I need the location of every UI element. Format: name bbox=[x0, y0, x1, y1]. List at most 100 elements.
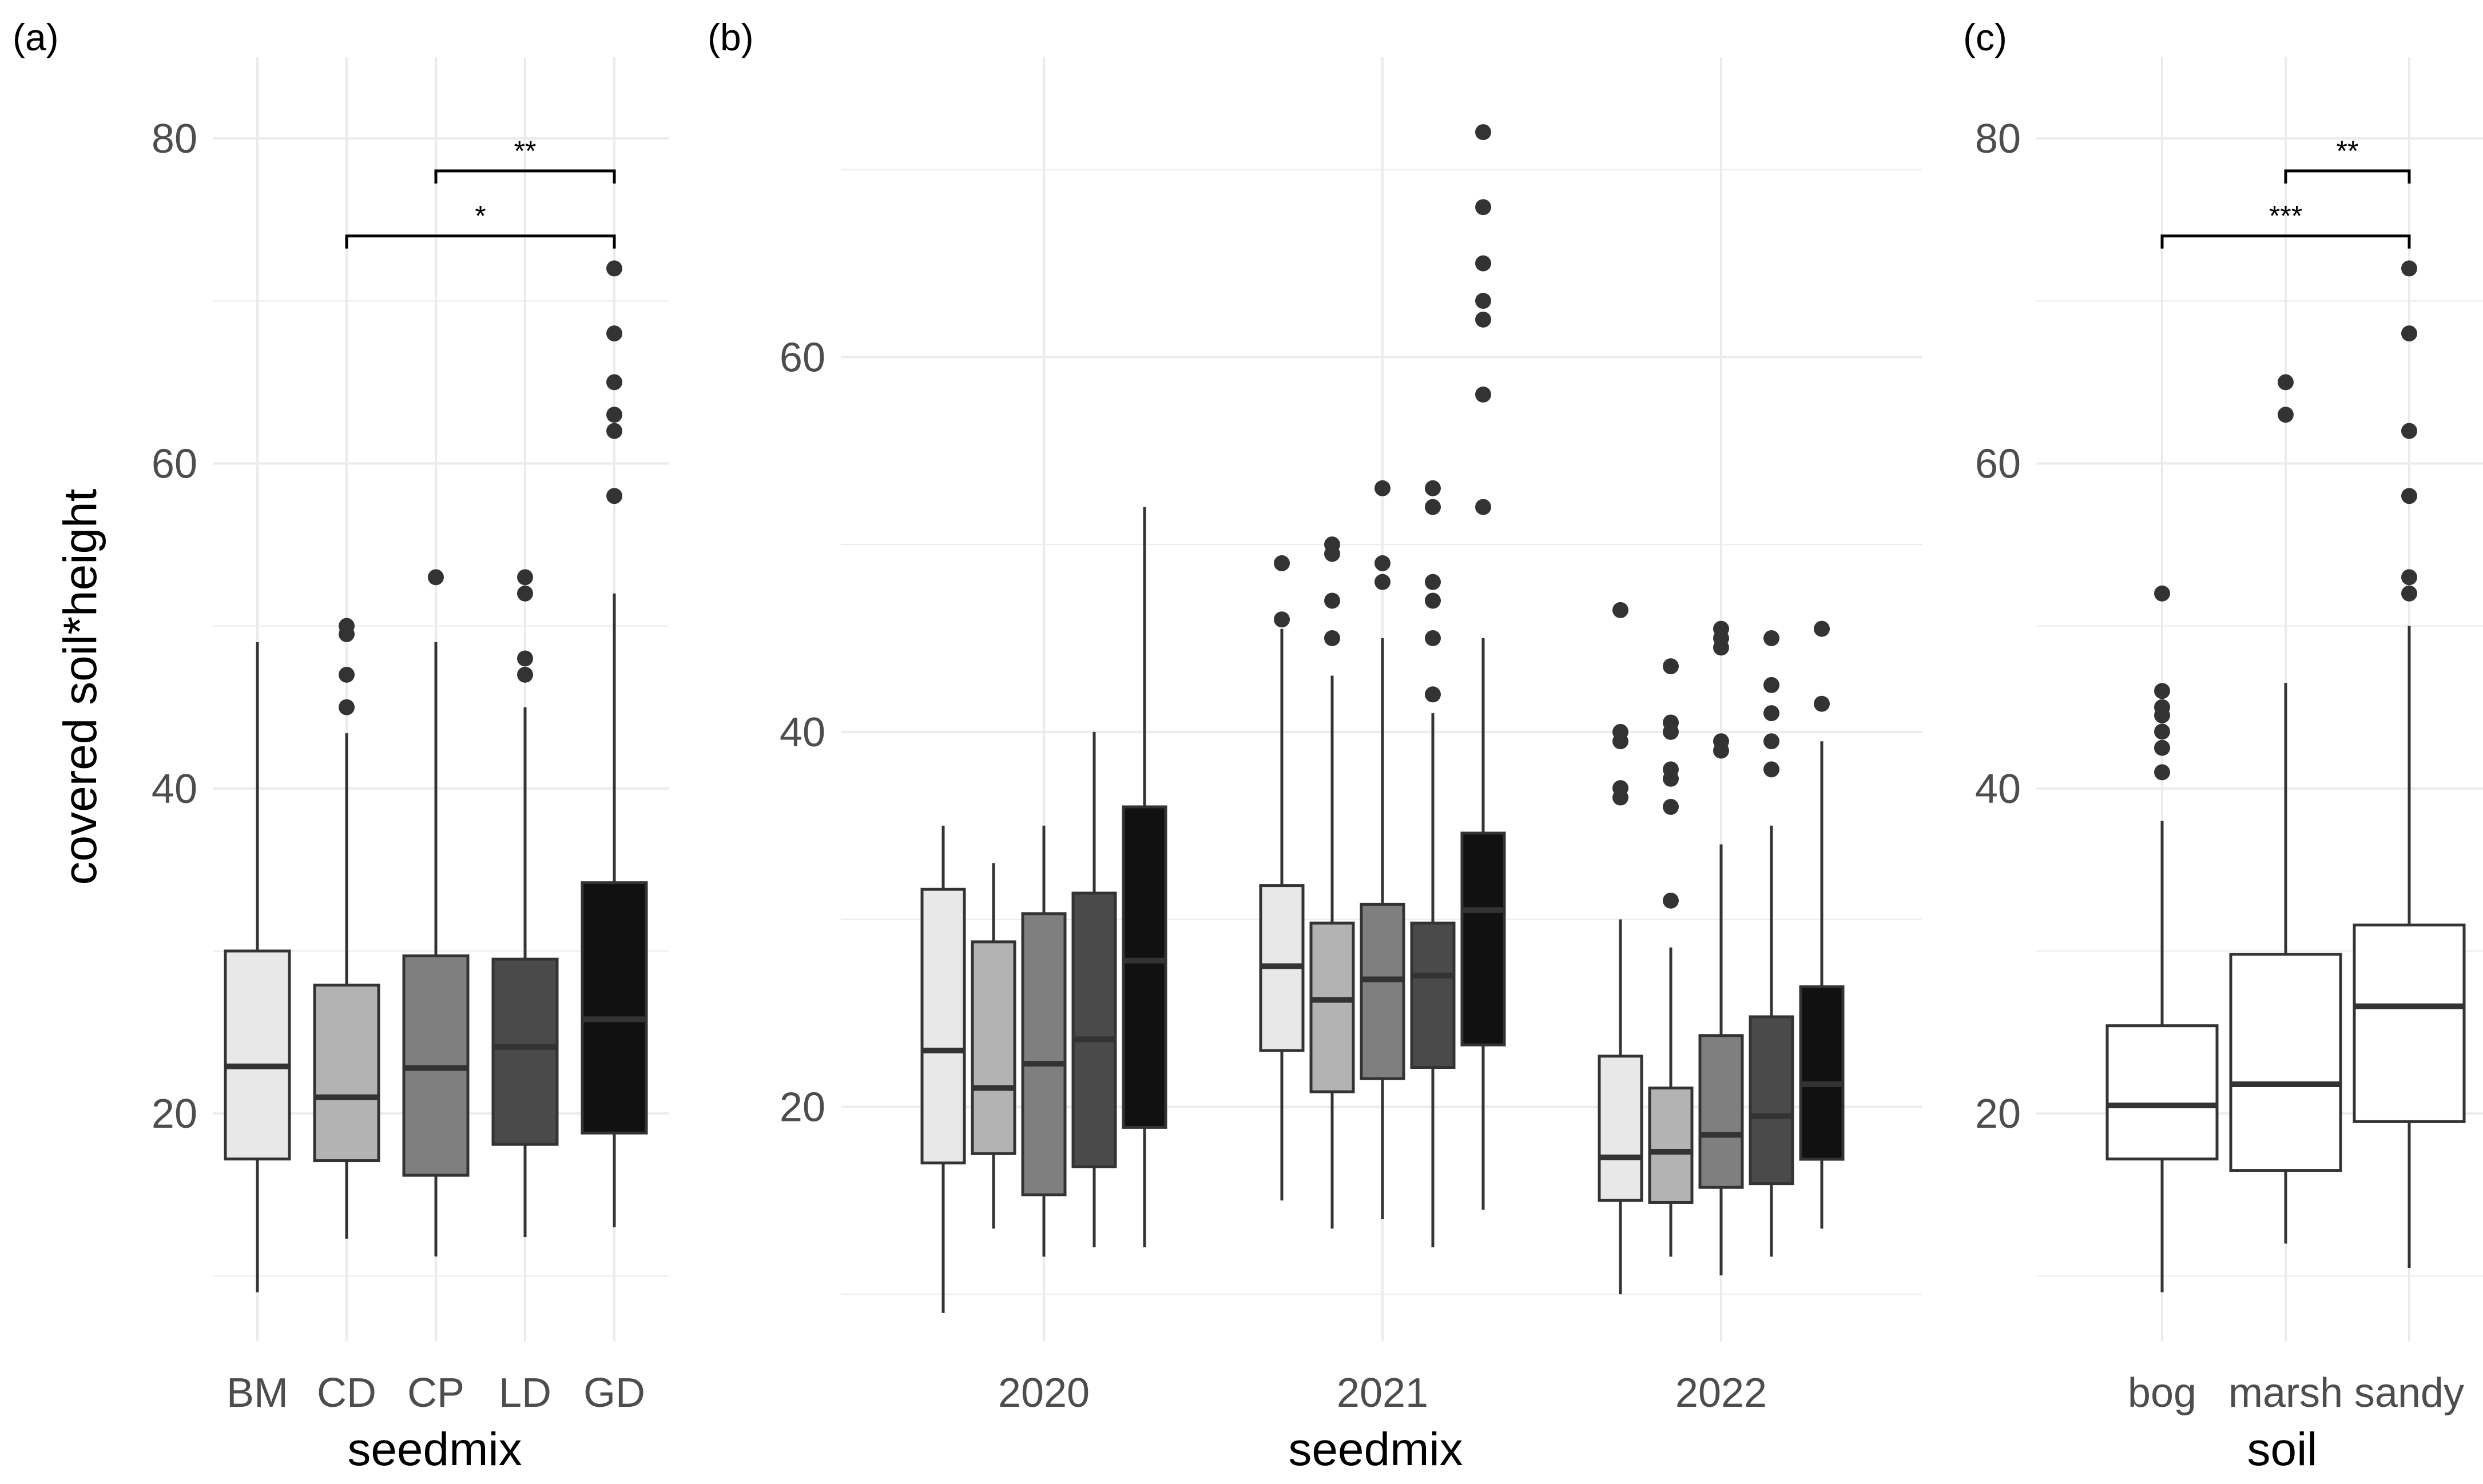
panel-c-significance-label: ** bbox=[2337, 135, 2359, 167]
panel-c-bog-outlier-point bbox=[2154, 723, 2170, 740]
panel-a-cd-box bbox=[313, 618, 380, 1239]
panel-a-gd-outlier-point bbox=[606, 423, 622, 439]
panel-a-cd-outlier-point bbox=[339, 699, 355, 715]
panel-b-2021-bm-outlier-point bbox=[1274, 611, 1290, 628]
panel-a-gd-outlier-point bbox=[606, 488, 622, 504]
panel-c-boxes bbox=[2105, 260, 2466, 1292]
panel-b-2022-gd-box bbox=[1799, 620, 1845, 1229]
panel-c-bog-outlier-point bbox=[2154, 764, 2170, 781]
panel-c-sandy-box-body bbox=[2353, 924, 2466, 1123]
panel-b-2021-cd-outlier-point bbox=[1324, 630, 1340, 646]
panel-c-y-tick-label: 20 bbox=[1975, 1091, 2021, 1137]
panel-b-2022-gd-outlier-point bbox=[1814, 695, 1830, 712]
panel-b-2021-cp-outlier-point bbox=[1374, 480, 1391, 496]
panel-c-significance-bracket bbox=[2160, 234, 2411, 249]
panel-b-2022-bm-outlier-point bbox=[1612, 723, 1628, 740]
panel-c-sandy-outlier-point bbox=[2401, 585, 2417, 602]
panel-a-x-tick-label: CD bbox=[317, 1370, 376, 1416]
panel-b-2021-cp-box bbox=[1360, 480, 1405, 1219]
panel-a-cp-outlier-point bbox=[428, 569, 444, 586]
panel-c-bog-outlier-point bbox=[2154, 585, 2170, 602]
panel-c-marsh-outlier-point bbox=[2278, 407, 2294, 423]
panel-b-x-tick-label: 2021 bbox=[1337, 1370, 1428, 1416]
panel-c-x-tick-label: bog bbox=[2128, 1370, 2196, 1416]
panel-b-2021-ld-box bbox=[1410, 480, 1456, 1248]
panel-b-2022-ld-outlier-point bbox=[1763, 677, 1779, 693]
panel-b-2022-bm-box bbox=[1598, 602, 1643, 1295]
panel-a-ld-box bbox=[491, 569, 559, 1238]
panel-b-y-tick-label: 40 bbox=[780, 710, 825, 755]
panel-b-2022-cd-outlier-point bbox=[1663, 761, 1679, 778]
panel-a-cd-box-body bbox=[313, 984, 380, 1163]
panel-b-2022-cd-outlier-point bbox=[1663, 714, 1679, 731]
panel-a-gd-outlier-point bbox=[606, 325, 622, 342]
panel-a-gd-outlier-point bbox=[606, 407, 622, 423]
panel-b-2020-ld-box bbox=[1071, 731, 1117, 1248]
panel-b-2020-cd-box-body bbox=[971, 940, 1016, 1155]
panel-c-y-tick-label: 40 bbox=[1975, 766, 2021, 812]
panel-a-x-tick-label: CP bbox=[407, 1370, 464, 1416]
panel-b-2022-gd-outlier-point bbox=[1814, 620, 1830, 637]
panel-c-sandy-outlier-point bbox=[2401, 325, 2417, 342]
panel-b-2022-cp-outlier-point bbox=[1713, 733, 1729, 750]
panel-a-significance: *** bbox=[345, 135, 616, 249]
panel-a-cd-outlier-point bbox=[339, 666, 355, 683]
panel-a-ld-outlier-point bbox=[517, 585, 533, 602]
panel-c-sandy-outlier-point bbox=[2401, 569, 2417, 586]
panel-b-2021-gd-outlier-point bbox=[1475, 255, 1491, 272]
panel-b-2021-ld-outlier-point bbox=[1425, 592, 1441, 609]
panel-b-2021-cd-box bbox=[1309, 536, 1355, 1229]
panel-a-ld-outlier-point bbox=[517, 666, 533, 683]
panel-b-2021-ld-outlier-point bbox=[1425, 686, 1441, 703]
panel-b-2022-bm-outlier-point bbox=[1612, 780, 1628, 797]
panel-c-significance: ***** bbox=[2160, 135, 2411, 249]
panel-c-sandy-outlier-point bbox=[2401, 423, 2417, 439]
panel-b-2021-ld-outlier-point bbox=[1425, 630, 1441, 646]
panel-c-x-tick-label: marsh bbox=[2228, 1370, 2343, 1416]
panel-b-2020-cp-box-body bbox=[1021, 912, 1067, 1196]
panel-b-2022-ld-box-body bbox=[1749, 1015, 1794, 1185]
panel-b-2022-cp-outlier-point bbox=[1713, 620, 1729, 637]
panel-c-marsh-box-body bbox=[2229, 953, 2342, 1172]
panel-a-ld-outlier-point bbox=[517, 650, 533, 667]
panel-b-2021-gd-outlier-point bbox=[1475, 293, 1491, 309]
panel-a-y-tick-label: 40 bbox=[152, 766, 197, 812]
panel-b-2022-bm-outlier-point bbox=[1612, 602, 1628, 618]
panel-a-cp-box bbox=[402, 569, 470, 1257]
panel-c-bog-box-body bbox=[2105, 1024, 2219, 1161]
panel-a-y-axis-title: covered soil*height bbox=[54, 488, 106, 885]
panel-b-2022-ld-outlier-point bbox=[1763, 630, 1779, 646]
panel-a-x-axis-title: seedmix bbox=[347, 1423, 522, 1475]
panel-b-2021-ld-box-body bbox=[1410, 921, 1456, 1069]
panel-a-x-tick-label: GD bbox=[583, 1370, 645, 1416]
panel-a-tick-labels: 20 40 60 80 BM CD CP LD GD bbox=[152, 116, 645, 1416]
panel-b-2022-ld-outlier-point bbox=[1763, 733, 1779, 750]
panel-b-x-tick-label: 2022 bbox=[1675, 1370, 1767, 1416]
panel-b-2021-cd-outlier-point bbox=[1324, 536, 1340, 553]
panel-a-x-tick-label: LD bbox=[499, 1370, 551, 1416]
panel-a-significance-bracket bbox=[345, 234, 616, 249]
panel-c-y-tick-label: 60 bbox=[1975, 441, 2021, 487]
panel-b-y-tick-label: 20 bbox=[780, 1084, 825, 1130]
panel-c-bog-outlier-point bbox=[2154, 739, 2170, 756]
panel-c-bog-outlier-point bbox=[2154, 683, 2170, 699]
panel-b-2022-gd-box-body bbox=[1799, 985, 1845, 1161]
panel-b-2022-bm-box-body bbox=[1598, 1055, 1643, 1202]
panel-a-gd-box bbox=[581, 260, 648, 1228]
panel-c-significance-bracket bbox=[2284, 169, 2411, 184]
panel-c-x-axis-title: soil bbox=[2247, 1423, 2317, 1475]
panel-b-2021-gd-outlier-point bbox=[1475, 386, 1491, 403]
panel-b-2020-bm-box-body bbox=[920, 888, 966, 1165]
panel-b-2022-cd-box bbox=[1648, 658, 1694, 1257]
panel-b-2022-ld-outlier-point bbox=[1763, 705, 1779, 722]
panel-c-x-tick-label: sandy bbox=[2354, 1370, 2464, 1416]
panel-b-2021-gd-box-body bbox=[1460, 831, 1506, 1047]
panel-b-2021-cd-outlier-point bbox=[1324, 592, 1340, 609]
panel-a-ld-outlier-point bbox=[517, 569, 533, 586]
panel-a-bm-box bbox=[224, 642, 291, 1292]
panel-b-2020-gd-box bbox=[1122, 507, 1167, 1248]
panel-b-2021-ld-outlier-point bbox=[1425, 574, 1441, 590]
